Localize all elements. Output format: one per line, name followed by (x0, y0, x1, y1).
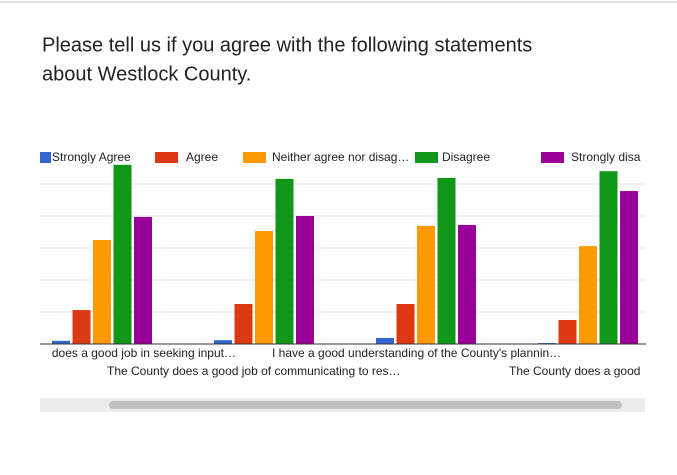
bar (396, 304, 415, 344)
legend-swatch (415, 152, 438, 163)
bar (72, 310, 91, 344)
legend-swatch (243, 152, 266, 163)
legend-swatch (155, 152, 178, 163)
bar (113, 164, 132, 344)
x-tick-label: I have a good understanding of the Count… (272, 346, 561, 360)
title-line: Please tell us if you agree with the fol… (42, 34, 532, 56)
legend-label: Agree (186, 150, 218, 164)
bar (234, 304, 253, 344)
x-tick-label: does a good job in seeking input… (52, 346, 236, 360)
legend-swatch (40, 152, 51, 163)
bar (437, 177, 456, 344)
legend-label: Strongly disa (571, 150, 641, 164)
chart: Strongly Agree Agree Neither agree nor dis… (40, 150, 646, 378)
legend-label: Neither agree nor disag… (272, 150, 409, 164)
legend-swatch (541, 152, 564, 163)
title-line: about Westlock County. (42, 63, 251, 85)
bar (214, 340, 232, 344)
bar (134, 216, 152, 344)
bar (620, 191, 638, 344)
x-tick-label: The County does a good job of communicat… (107, 364, 401, 378)
legend-label: Disagree (442, 150, 490, 164)
bar (296, 216, 314, 344)
bar (275, 178, 294, 344)
bar (579, 246, 597, 344)
bar (52, 340, 70, 344)
bar (417, 225, 435, 344)
legend-label: Strongly Agree (52, 150, 131, 164)
bar (558, 320, 577, 344)
x-tick-label: The County does a good (509, 364, 640, 378)
bar (458, 224, 476, 344)
bar (255, 231, 273, 344)
bar (599, 171, 618, 344)
bar (93, 240, 111, 344)
bar (376, 337, 394, 344)
